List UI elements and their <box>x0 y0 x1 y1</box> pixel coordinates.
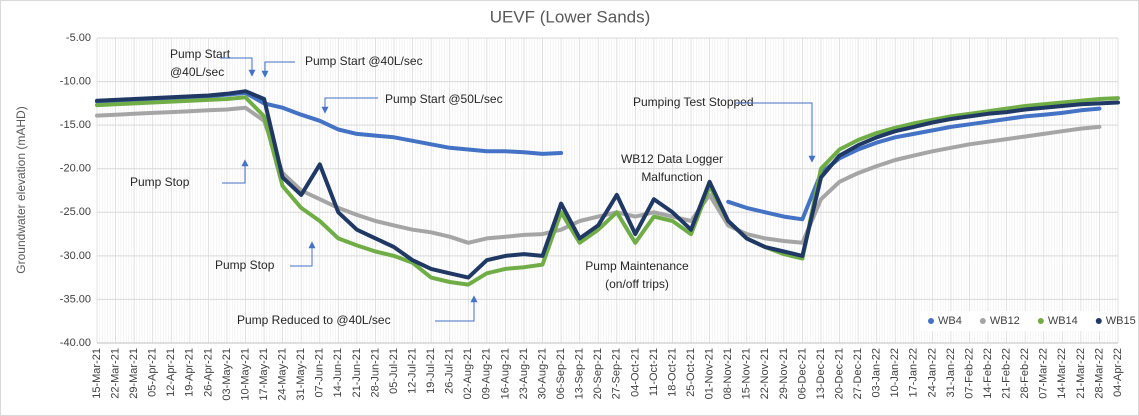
annotation: Pumping Test Stopped <box>633 95 754 109</box>
x-tick-label: 29-Mar-21 <box>128 348 140 399</box>
x-tick-label: 12-Apr-21 <box>165 348 177 397</box>
x-tick-label: 15-Nov-21 <box>741 348 753 399</box>
x-tick-label: 21-Jun-21 <box>351 348 363 398</box>
x-tick-label: 23-Aug-21 <box>518 348 530 399</box>
legend-label: WB4 <box>938 315 962 327</box>
x-tick-label: 20-Dec-21 <box>833 348 845 399</box>
x-tick-label: 26-Jul-21 <box>444 348 456 394</box>
y-tick-label: -35.00 <box>60 293 91 305</box>
annotation: Pump Stop <box>130 175 190 189</box>
x-tick-label: 27-Sep-21 <box>611 348 623 399</box>
annotation: Pump Start @40L/sec <box>305 54 423 68</box>
x-tick-label: 25-Oct-21 <box>685 348 697 397</box>
y-tick-label: -25.00 <box>60 206 91 218</box>
annotation: Pump Stop <box>215 258 275 272</box>
annotation: (on/off trips) <box>605 277 669 291</box>
x-tick-label: 06-Dec-21 <box>796 348 808 399</box>
x-tick-label: 10-May-21 <box>239 348 251 401</box>
x-tick-label: 17-May-21 <box>258 348 270 401</box>
legend-label: WB14 <box>1048 315 1078 327</box>
legend-label: WB15 <box>1106 315 1136 327</box>
x-tick-label: 16-Aug-21 <box>499 348 511 399</box>
legend-marker <box>1095 318 1102 324</box>
annotation: @40L/sec <box>170 65 224 79</box>
x-tick-label: 24-May-21 <box>277 348 289 401</box>
x-tick-label: 07-Feb-22 <box>963 348 975 399</box>
y-axis-title: Groundwater elevation (mAHD) <box>14 106 28 273</box>
chart-title: UEVF (Lower Sands) <box>490 7 651 26</box>
annotation-arrow <box>321 97 378 114</box>
x-tick-label: 14-Jun-21 <box>332 348 344 398</box>
annotation-arrow <box>222 159 249 184</box>
annotation-arrow <box>735 102 816 163</box>
x-tick-label: 21-Feb-22 <box>1001 348 1013 399</box>
x-tick-label: 01-Nov-21 <box>704 348 716 399</box>
annotation-arrow <box>220 57 256 77</box>
y-tick-label: -20.00 <box>60 163 91 175</box>
x-tick-label: 04-Apr-22 <box>1112 348 1124 397</box>
y-tick-label: -15.00 <box>60 119 91 131</box>
x-tick-label: 04-Oct-21 <box>629 348 641 397</box>
x-tick-label: 20-Sep-21 <box>592 348 604 399</box>
annotation: Pump Maintenance <box>585 259 689 273</box>
x-tick-label: 28-Mar-22 <box>1093 348 1105 399</box>
x-tick-label: 21-Mar-22 <box>1075 348 1087 399</box>
x-tick-label: 07-Mar-22 <box>1038 348 1050 399</box>
annotation-arrow <box>435 295 478 322</box>
x-tick-label: 05-Jul-21 <box>388 348 400 394</box>
legend-marker <box>979 318 986 324</box>
y-tick-label: -10.00 <box>60 75 91 87</box>
annotation: Malfunction <box>641 170 702 184</box>
x-tick-label: 27-Dec-21 <box>852 348 864 399</box>
x-tick-label: 30-Aug-21 <box>536 348 548 399</box>
x-tick-label: 17-Jan-22 <box>908 348 920 398</box>
x-tick-label: 26-Apr-21 <box>202 348 214 397</box>
x-tick-label: 02-Aug-21 <box>462 348 474 399</box>
x-tick-label: 13-Sep-21 <box>574 348 586 399</box>
series-line <box>95 95 1120 287</box>
x-tick-label: 08-Nov-21 <box>722 348 734 399</box>
series-line <box>95 89 1120 280</box>
x-tick-label: 05-Apr-21 <box>147 348 159 397</box>
annotation-arrow <box>261 61 295 78</box>
x-tick-label: 09-Aug-21 <box>481 348 493 399</box>
x-tick-label: 19-Apr-21 <box>184 348 196 397</box>
x-tick-label: 13-Dec-21 <box>815 348 827 399</box>
annotation: Pump Start @50L/sec <box>385 92 503 106</box>
x-tick-label: 03-Jan-22 <box>871 348 883 398</box>
annotation: WB12 Data Logger <box>621 152 723 166</box>
y-tick-label: -40.00 <box>60 337 91 349</box>
annotation-arrow <box>290 241 316 267</box>
x-tick-label: 24-Jan-22 <box>926 348 938 398</box>
x-tick-label: 07-Jun-21 <box>314 348 326 398</box>
x-tick-label: 22-Mar-21 <box>109 348 121 399</box>
legend-label: WB12 <box>990 315 1020 327</box>
x-tick-label: 03-May-21 <box>221 348 233 401</box>
x-tick-label: 29-Nov-21 <box>778 348 790 399</box>
x-tick-label: 15-Mar-21 <box>91 348 103 399</box>
x-tick-label: 18-Oct-21 <box>666 348 678 397</box>
x-tick-label: 28-Jun-21 <box>369 348 381 398</box>
x-tick-label: 10-Jan-22 <box>889 348 901 398</box>
y-tick-label: -30.00 <box>60 250 91 262</box>
annotation: Pump Reduced to @40L/sec <box>237 313 391 327</box>
x-tick-label: 31-Jan-22 <box>945 348 957 398</box>
legend-marker <box>1037 318 1044 324</box>
x-tick-label: 22-Nov-21 <box>759 348 771 399</box>
x-tick-label: 28-Feb-22 <box>1019 348 1031 399</box>
x-tick-label: 19-Jul-21 <box>425 348 437 394</box>
y-tick-label: -5.00 <box>66 32 91 44</box>
x-tick-label: 12-Jul-21 <box>406 348 418 394</box>
x-tick-label: 11-Oct-21 <box>648 348 660 396</box>
x-tick-label: 06-Sep-21 <box>555 348 567 399</box>
legend-marker <box>928 318 934 324</box>
legend-box <box>920 311 1110 331</box>
x-tick-label: 31-May-21 <box>295 348 307 401</box>
x-tick-label: 14-Feb-22 <box>982 348 994 399</box>
annotation: Pump Start <box>170 47 231 61</box>
x-tick-label: 14-Mar-22 <box>1056 348 1068 399</box>
